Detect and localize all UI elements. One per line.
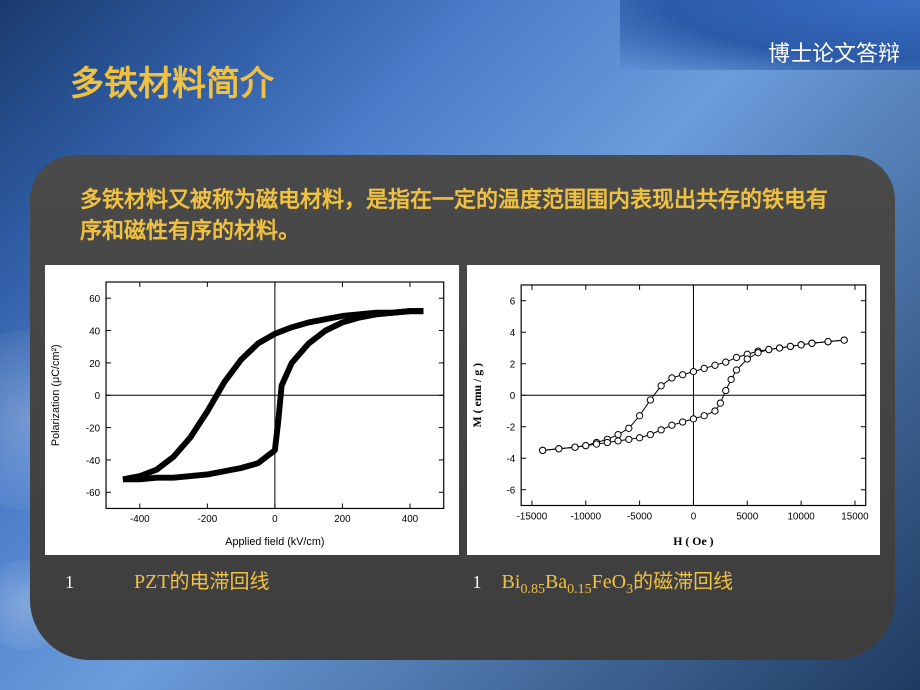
charts-row: -400-2000200400-60-40-200204060Applied f… — [40, 265, 885, 555]
page-number-left: 1 — [65, 572, 74, 593]
svg-text:4: 4 — [509, 328, 515, 339]
chart-pzt-hysteresis: -400-2000200400-60-40-200204060Applied f… — [45, 265, 459, 555]
svg-text:-5000: -5000 — [627, 511, 653, 522]
caption-right-text: Bi0.85Ba0.15FeO3的磁滞回线 — [502, 565, 734, 598]
svg-text:-200: -200 — [198, 514, 218, 525]
svg-text:-10000: -10000 — [570, 511, 601, 522]
svg-text:-40: -40 — [86, 455, 101, 466]
svg-text:-6: -6 — [506, 485, 515, 496]
svg-text:15000: 15000 — [841, 511, 869, 522]
content-panel: 多铁材料又被称为磁电材料，是指在一定的温度范围围内表现出共存的铁电有序和磁性有序… — [30, 155, 895, 660]
svg-text:-400: -400 — [130, 514, 150, 525]
svg-text:-60: -60 — [86, 488, 101, 499]
page-number-right: 1 — [473, 572, 482, 593]
svg-text:Applied field (kV/cm): Applied field (kV/cm) — [225, 535, 324, 547]
slide-title: 多铁材料简介 — [70, 56, 274, 105]
chart-bifeo3-hysteresis: -15000 -10000 -5000 0 5000 10000 15000 -6 -4 -2 0 2… — [467, 265, 881, 555]
svg-text:0: 0 — [509, 391, 515, 402]
svg-text:M ( emu / g ): M ( emu / g ) — [469, 362, 483, 427]
svg-text:0: 0 — [95, 391, 101, 402]
svg-text:H ( Oe ): H ( Oe ) — [673, 533, 713, 547]
svg-text:-20: -20 — [86, 423, 101, 434]
svg-text:-4: -4 — [506, 454, 515, 465]
description-text: 多铁材料又被称为磁电材料，是指在一定的温度范围围内表现出共存的铁电有序和磁性有序… — [40, 185, 885, 265]
svg-text:-15000: -15000 — [516, 511, 547, 522]
caption-left-text: PZT的电滞回线 — [134, 565, 270, 594]
svg-text:400: 400 — [402, 514, 419, 525]
svg-text:0: 0 — [272, 514, 278, 525]
svg-text:-2: -2 — [506, 422, 515, 433]
caption-right: 1 Bi0.85Ba0.15FeO3的磁滞回线 — [463, 565, 880, 598]
header-label: 博士论文答辩 — [768, 36, 900, 68]
svg-text:0: 0 — [690, 511, 696, 522]
svg-text:Polarization (μC/cm²): Polarization (μC/cm²) — [50, 344, 62, 446]
svg-text:10000: 10000 — [787, 511, 815, 522]
svg-text:6: 6 — [509, 296, 515, 307]
slide: 博士论文答辩 多铁材料简介 多铁材料又被称为磁电材料，是指在一定的温度范围围内表… — [0, 0, 920, 690]
svg-text:60: 60 — [89, 294, 100, 305]
svg-text:40: 40 — [89, 326, 100, 337]
svg-text:200: 200 — [334, 514, 351, 525]
svg-text:5000: 5000 — [736, 511, 758, 522]
caption-left: 1 PZT的电滞回线 — [45, 565, 463, 598]
captions-row: 1 PZT的电滞回线 1 Bi0.85Ba0.15FeO3的磁滞回线 — [40, 555, 885, 598]
svg-text:2: 2 — [509, 359, 514, 370]
svg-text:20: 20 — [89, 358, 100, 369]
